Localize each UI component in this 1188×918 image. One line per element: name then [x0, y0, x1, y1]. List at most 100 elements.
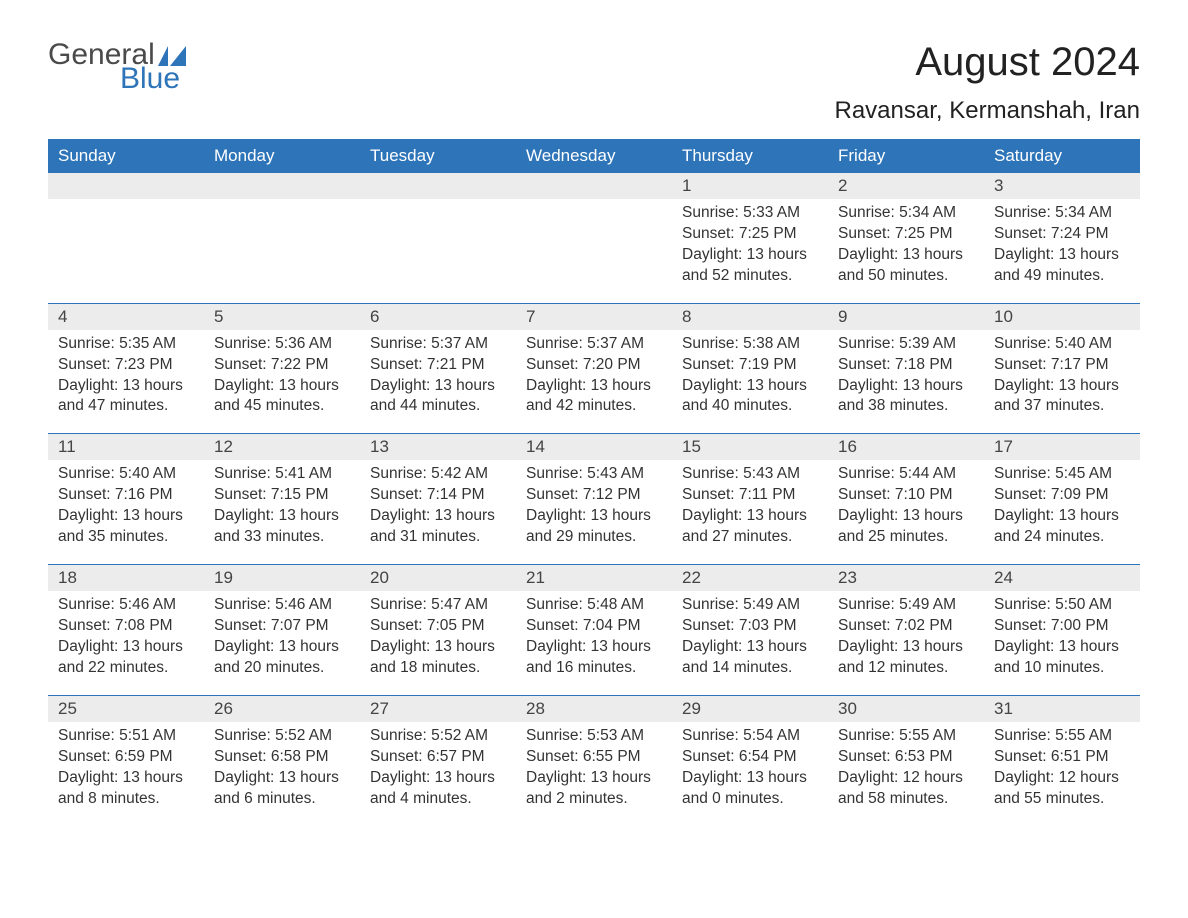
day-cell: 8Sunrise: 5:38 AMSunset: 7:19 PMDaylight…: [672, 303, 828, 434]
daylight-line: Daylight: 13 hours and 12 minutes.: [838, 637, 974, 679]
daylight-line: Daylight: 13 hours and 10 minutes.: [994, 637, 1130, 679]
day-number: 14: [516, 434, 672, 460]
day-cell: [204, 173, 360, 303]
sunrise-line: Sunrise: 5:54 AM: [682, 726, 818, 747]
day-details: Sunrise: 5:43 AMSunset: 7:12 PMDaylight:…: [516, 460, 672, 548]
day-number: 1: [672, 173, 828, 199]
sunrise-line: Sunrise: 5:52 AM: [214, 726, 350, 747]
sunset-line: Sunset: 6:55 PM: [526, 747, 662, 768]
week-row: 1Sunrise: 5:33 AMSunset: 7:25 PMDaylight…: [48, 173, 1140, 303]
daylight-line: Daylight: 12 hours and 55 minutes.: [994, 768, 1130, 810]
day-cell: 29Sunrise: 5:54 AMSunset: 6:54 PMDayligh…: [672, 695, 828, 826]
daylight-line: Daylight: 13 hours and 44 minutes.: [370, 376, 506, 418]
sunset-line: Sunset: 6:57 PM: [370, 747, 506, 768]
day-number: 15: [672, 434, 828, 460]
day-cell: 26Sunrise: 5:52 AMSunset: 6:58 PMDayligh…: [204, 695, 360, 826]
daylight-line: Daylight: 13 hours and 37 minutes.: [994, 376, 1130, 418]
day-cell: 20Sunrise: 5:47 AMSunset: 7:05 PMDayligh…: [360, 564, 516, 695]
day-details: Sunrise: 5:49 AMSunset: 7:03 PMDaylight:…: [672, 591, 828, 679]
daylight-line: Daylight: 13 hours and 33 minutes.: [214, 506, 350, 548]
sunrise-line: Sunrise: 5:40 AM: [994, 334, 1130, 355]
day-number: 23: [828, 565, 984, 591]
day-number: [204, 173, 360, 199]
sunrise-line: Sunrise: 5:49 AM: [838, 595, 974, 616]
weekday-label: Friday: [828, 139, 984, 173]
sunrise-line: Sunrise: 5:33 AM: [682, 203, 818, 224]
sunrise-line: Sunrise: 5:34 AM: [994, 203, 1130, 224]
sunset-line: Sunset: 7:15 PM: [214, 485, 350, 506]
sunset-line: Sunset: 7:09 PM: [994, 485, 1130, 506]
sunset-line: Sunset: 7:03 PM: [682, 616, 818, 637]
day-details: Sunrise: 5:37 AMSunset: 7:21 PMDaylight:…: [360, 330, 516, 418]
day-cell: 21Sunrise: 5:48 AMSunset: 7:04 PMDayligh…: [516, 564, 672, 695]
sunrise-line: Sunrise: 5:46 AM: [214, 595, 350, 616]
day-details: Sunrise: 5:43 AMSunset: 7:11 PMDaylight:…: [672, 460, 828, 548]
day-details: Sunrise: 5:53 AMSunset: 6:55 PMDaylight:…: [516, 722, 672, 810]
daylight-line: Daylight: 13 hours and 27 minutes.: [682, 506, 818, 548]
day-details: Sunrise: 5:52 AMSunset: 6:57 PMDaylight:…: [360, 722, 516, 810]
day-details: Sunrise: 5:33 AMSunset: 7:25 PMDaylight:…: [672, 199, 828, 287]
sunset-line: Sunset: 7:18 PM: [838, 355, 974, 376]
sunset-line: Sunset: 7:17 PM: [994, 355, 1130, 376]
day-number: 18: [48, 565, 204, 591]
day-number: 25: [48, 696, 204, 722]
week-row: 18Sunrise: 5:46 AMSunset: 7:08 PMDayligh…: [48, 564, 1140, 695]
day-number: 4: [48, 304, 204, 330]
day-cell: 22Sunrise: 5:49 AMSunset: 7:03 PMDayligh…: [672, 564, 828, 695]
sunset-line: Sunset: 7:00 PM: [994, 616, 1130, 637]
day-cell: 27Sunrise: 5:52 AMSunset: 6:57 PMDayligh…: [360, 695, 516, 826]
day-number: 31: [984, 696, 1140, 722]
daylight-line: Daylight: 13 hours and 52 minutes.: [682, 245, 818, 287]
sunrise-line: Sunrise: 5:49 AM: [682, 595, 818, 616]
day-details: Sunrise: 5:34 AMSunset: 7:25 PMDaylight:…: [828, 199, 984, 287]
day-cell: 19Sunrise: 5:46 AMSunset: 7:07 PMDayligh…: [204, 564, 360, 695]
day-number: 8: [672, 304, 828, 330]
day-cell: 3Sunrise: 5:34 AMSunset: 7:24 PMDaylight…: [984, 173, 1140, 303]
day-cell: 28Sunrise: 5:53 AMSunset: 6:55 PMDayligh…: [516, 695, 672, 826]
day-number: 22: [672, 565, 828, 591]
day-details: Sunrise: 5:46 AMSunset: 7:07 PMDaylight:…: [204, 591, 360, 679]
sunset-line: Sunset: 6:51 PM: [994, 747, 1130, 768]
weekday-label: Tuesday: [360, 139, 516, 173]
day-number: 2: [828, 173, 984, 199]
day-number: 24: [984, 565, 1140, 591]
sunset-line: Sunset: 6:58 PM: [214, 747, 350, 768]
sunset-line: Sunset: 7:10 PM: [838, 485, 974, 506]
daylight-line: Daylight: 13 hours and 24 minutes.: [994, 506, 1130, 548]
sunrise-line: Sunrise: 5:50 AM: [994, 595, 1130, 616]
weekday-label: Monday: [204, 139, 360, 173]
weekday-label: Thursday: [672, 139, 828, 173]
daylight-line: Daylight: 13 hours and 38 minutes.: [838, 376, 974, 418]
sunrise-line: Sunrise: 5:42 AM: [370, 464, 506, 485]
sunrise-line: Sunrise: 5:43 AM: [682, 464, 818, 485]
day-details: Sunrise: 5:45 AMSunset: 7:09 PMDaylight:…: [984, 460, 1140, 548]
sunset-line: Sunset: 7:08 PM: [58, 616, 194, 637]
day-number: 26: [204, 696, 360, 722]
sunset-line: Sunset: 7:25 PM: [682, 224, 818, 245]
day-cell: 10Sunrise: 5:40 AMSunset: 7:17 PMDayligh…: [984, 303, 1140, 434]
day-cell: 4Sunrise: 5:35 AMSunset: 7:23 PMDaylight…: [48, 303, 204, 434]
day-number: 16: [828, 434, 984, 460]
daylight-line: Daylight: 13 hours and 2 minutes.: [526, 768, 662, 810]
sunrise-line: Sunrise: 5:46 AM: [58, 595, 194, 616]
day-cell: 12Sunrise: 5:41 AMSunset: 7:15 PMDayligh…: [204, 433, 360, 564]
sunset-line: Sunset: 7:21 PM: [370, 355, 506, 376]
day-details: Sunrise: 5:52 AMSunset: 6:58 PMDaylight:…: [204, 722, 360, 810]
day-cell: 2Sunrise: 5:34 AMSunset: 7:25 PMDaylight…: [828, 173, 984, 303]
day-details: Sunrise: 5:40 AMSunset: 7:16 PMDaylight:…: [48, 460, 204, 548]
sunrise-line: Sunrise: 5:44 AM: [838, 464, 974, 485]
daylight-line: Daylight: 13 hours and 40 minutes.: [682, 376, 818, 418]
day-details: Sunrise: 5:34 AMSunset: 7:24 PMDaylight:…: [984, 199, 1140, 287]
sunrise-line: Sunrise: 5:35 AM: [58, 334, 194, 355]
daylight-line: Daylight: 13 hours and 35 minutes.: [58, 506, 194, 548]
sunrise-line: Sunrise: 5:52 AM: [370, 726, 506, 747]
daylight-line: Daylight: 13 hours and 31 minutes.: [370, 506, 506, 548]
day-details: Sunrise: 5:55 AMSunset: 6:51 PMDaylight:…: [984, 722, 1140, 810]
day-details: Sunrise: 5:37 AMSunset: 7:20 PMDaylight:…: [516, 330, 672, 418]
week-row: 25Sunrise: 5:51 AMSunset: 6:59 PMDayligh…: [48, 695, 1140, 826]
day-number: [516, 173, 672, 199]
sunset-line: Sunset: 7:16 PM: [58, 485, 194, 506]
day-details: Sunrise: 5:36 AMSunset: 7:22 PMDaylight:…: [204, 330, 360, 418]
sunset-line: Sunset: 7:05 PM: [370, 616, 506, 637]
day-number: 3: [984, 173, 1140, 199]
